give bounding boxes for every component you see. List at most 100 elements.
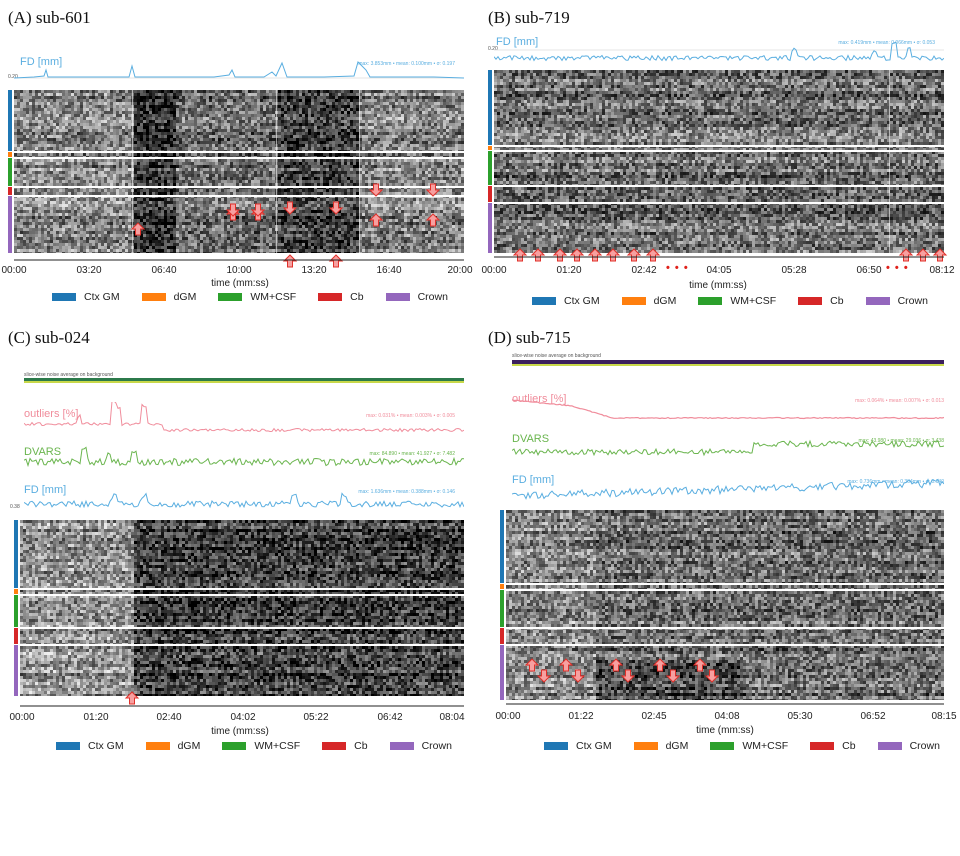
legend-label: Ctx GM [84, 291, 120, 303]
red-arrow-icon [530, 248, 546, 262]
red-arrow-icon [898, 248, 914, 262]
panel-c-carpet [20, 520, 464, 696]
legend-item-crown: Crown [865, 295, 928, 307]
red-arrow-icon [620, 669, 636, 683]
legend-item-crown: Crown [389, 740, 452, 752]
legend-label: Crown [898, 295, 928, 307]
red-arrow-icon [328, 254, 344, 268]
panel-a-tick: 10:00 [226, 265, 251, 276]
panel-a-tick: 00:00 [1, 265, 26, 276]
panel-a-legend: Ctx GM dGM WM+CSF Cb Crown [52, 291, 470, 303]
panel-d-dvars-trace [512, 439, 944, 457]
panel-d-crown-bar [500, 645, 504, 700]
panel-c-fd-label: FD [mm] [24, 484, 66, 496]
legend-swatch [322, 742, 347, 750]
panel-a-tick: 16:40 [376, 265, 401, 276]
red-arrow-icon [558, 658, 574, 672]
panel-b-dgm-bar [488, 146, 492, 150]
panel-c-tick: 00:00 [9, 712, 34, 723]
panel-c-legend: Ctx GM dGM WM+CSF Cb Crown [56, 740, 474, 752]
legend-swatch [633, 742, 658, 750]
panel-c-cb-bar [14, 628, 18, 644]
legend-item-cb: Cb [318, 291, 364, 303]
panel-a-tick: 13:20 [301, 265, 326, 276]
panel-d-noise-band [512, 360, 944, 364]
panel-d-fd-line [512, 478, 944, 500]
panel-d-outliers-trace [512, 399, 944, 420]
panel-c-dvars-stats: max: 84.890 • mean: 41.927 • σ: 7.482 [369, 451, 455, 457]
red-arrow-icon [524, 658, 540, 672]
panel-d-cb-bar [500, 628, 504, 644]
legend-item-dgm: dGM [145, 740, 200, 752]
legend-item-ctx-gm: Ctx GM [56, 740, 124, 752]
panel-a-tick: 20:00 [447, 265, 472, 276]
panel-d-dvars-label: DVARS [512, 433, 549, 445]
legend-swatch [145, 742, 170, 750]
panel-b-ctxgm-bar [488, 70, 492, 145]
legend-label: Ctx GM [88, 740, 124, 752]
legend-label: Cb [350, 291, 363, 303]
legend-item-cb: Cb [322, 740, 368, 752]
red-arrow-icon [425, 213, 441, 227]
panel-c-tick: 01:20 [83, 712, 108, 723]
panel-b-fd-line [494, 41, 944, 62]
panel-d-noise-label: slice-wise noise average on background [512, 353, 601, 359]
red-arrow-icon [225, 203, 241, 217]
panel-c-outliers-stats: max: 0.031% • mean: 0.003% • σ: 0.005 [366, 413, 455, 419]
panel-d-dvars-stats: max: 43.980 • mean: 29.036 • σ: 3.438 [858, 438, 944, 444]
panel-d-dgm-bar [500, 584, 504, 589]
panel-c-fd-stats: max: 1.636mm • mean: 0.388mm • σ: 0.146 [358, 489, 455, 495]
red-arrow-icon [425, 183, 441, 197]
legend-swatch [389, 742, 414, 750]
panel-b-wmcsf-bar [488, 151, 492, 185]
panel-c-tick: 04:02 [230, 712, 255, 723]
legend-item-ctx-gm: Ctx GM [52, 291, 120, 303]
panel-d-tick: 00:00 [495, 711, 520, 722]
legend-label: WM+CSF [250, 291, 296, 303]
panel-c-tick: 02:40 [156, 712, 181, 723]
panel-b-tick: 05:28 [781, 265, 806, 276]
panel-c-title: (C) sub-024 [8, 328, 90, 348]
panel-c-tick: 06:42 [377, 712, 402, 723]
panel-b-legend: Ctx GM dGM WM+CSF Cb Crown [532, 295, 950, 307]
legend-item-wm-csf: WM+CSF [222, 740, 300, 752]
panel-d-fd-stats: max: 0.736mm • mean: 0.384mm • σ: 0.140 [847, 479, 944, 485]
legend-swatch [385, 293, 410, 301]
legend-label: Crown [422, 740, 452, 752]
legend-swatch [621, 297, 646, 305]
legend-label: WM+CSF [254, 740, 300, 752]
legend-swatch [222, 742, 247, 750]
panel-a-wmcsf-bar [8, 158, 12, 186]
red-arrow-icon [645, 248, 661, 262]
legend-swatch [810, 742, 835, 750]
panel-c-dvars-label: DVARS [24, 446, 61, 458]
panel-a-carpet [14, 90, 464, 253]
panel-c-outliers-label: outliers [%] [24, 408, 78, 420]
panel-c-axis-title: time (mm:ss) [211, 726, 269, 737]
red-arrow-icon [130, 222, 146, 236]
panel-c-dvars-line [24, 446, 464, 468]
panel-c-fd-yticklabel: 0.38 [10, 504, 20, 510]
panel-c-fd-trace [24, 492, 464, 509]
legend-label: Cb [830, 295, 843, 307]
panel-c-dgm-bar [14, 589, 18, 594]
legend-swatch [544, 742, 568, 750]
panel-a-title: (A) sub-601 [8, 8, 91, 28]
panel-d-tick: 04:08 [714, 711, 739, 722]
legend-item-crown: Crown [385, 291, 448, 303]
panel-b-ellipsis-1: • • • [666, 262, 689, 274]
red-arrow-icon [665, 669, 681, 683]
legend-item-cb: Cb [798, 295, 844, 307]
panel-a-arrows [14, 183, 464, 268]
legend-swatch [865, 297, 890, 305]
panel-b-tick: 06:50 [856, 265, 881, 276]
panel-d-outliers-stats: max: 0.064% • mean: 0.007% • σ: 0.013 [855, 398, 944, 404]
panel-c-outliers-trace [24, 402, 464, 433]
panel-d-ctxgm-bar [500, 510, 504, 583]
panel-b-ellipsis-2: • • • [886, 262, 909, 274]
legend-swatch [52, 293, 76, 301]
panel-a-cb-bar [8, 187, 12, 195]
legend-label: dGM [174, 291, 197, 303]
legend-label: Crown [418, 291, 448, 303]
red-arrow-icon [368, 183, 384, 197]
